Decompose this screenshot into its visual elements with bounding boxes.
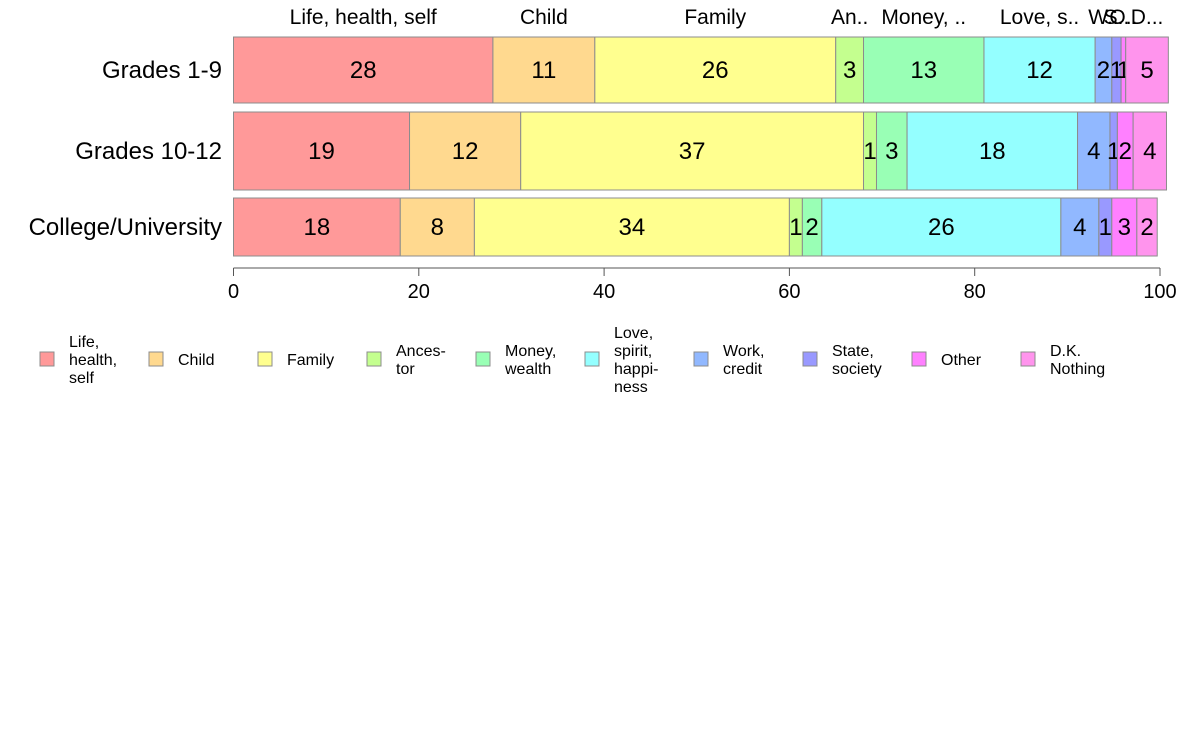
data-label: 26 bbox=[928, 214, 955, 241]
bar-segment bbox=[473, 197, 790, 257]
data-label: 1 bbox=[1110, 57, 1123, 84]
tick-label: 40 bbox=[593, 281, 615, 303]
legend-swatch bbox=[366, 351, 382, 367]
data-label: 12 bbox=[1026, 57, 1053, 84]
bar-segment bbox=[983, 36, 1096, 104]
data-label: 3 bbox=[1118, 214, 1131, 241]
data-label: 37 bbox=[679, 138, 706, 165]
legend-swatch bbox=[802, 351, 818, 367]
bar-segment bbox=[821, 197, 1062, 257]
bar-segment bbox=[492, 36, 596, 104]
top-label: W.. bbox=[1088, 6, 1118, 29]
legend-label: Other bbox=[941, 352, 982, 369]
x-axis: 0 20 40 60 80 100 bbox=[228, 267, 1177, 303]
bar-segment bbox=[1132, 111, 1167, 191]
data-label: 4 bbox=[1143, 138, 1156, 165]
legend-label: Family bbox=[287, 352, 334, 369]
data-label: 13 bbox=[910, 57, 937, 84]
data-label: 3 bbox=[885, 138, 898, 165]
bar-segment bbox=[399, 197, 475, 257]
row-label: Grades 10-12 bbox=[75, 138, 222, 165]
bar-segment bbox=[863, 36, 985, 104]
legend-swatch bbox=[1020, 351, 1036, 367]
legend-label: Ances-tor bbox=[396, 343, 446, 378]
top-label: O.. bbox=[1109, 6, 1137, 29]
bar-segment bbox=[1077, 111, 1111, 191]
row-labels: Grades 1-9 Grades 10-12 College/University bbox=[29, 57, 222, 241]
top-label: Money, .. bbox=[881, 6, 966, 29]
data-label: 2 bbox=[805, 214, 818, 241]
data-label: 2 bbox=[1140, 214, 1153, 241]
legend-swatch bbox=[584, 351, 600, 367]
bar-segment bbox=[1060, 197, 1100, 257]
tick-label: 20 bbox=[408, 281, 430, 303]
legend-label: Money, wealth bbox=[504, 343, 556, 378]
data-label: 19 bbox=[308, 138, 335, 165]
bar-segment bbox=[233, 36, 494, 104]
data-label: 18 bbox=[979, 138, 1006, 165]
legend-label: D.K. Nothing bbox=[1050, 343, 1105, 378]
data-label: 26 bbox=[702, 57, 729, 84]
row-label: Grades 1-9 bbox=[102, 57, 222, 84]
data-label: 3 bbox=[843, 57, 856, 84]
top-category-labels: Life, health, self Child Family An.. Money, … bbox=[290, 6, 1164, 29]
tick-label: 0 bbox=[228, 281, 239, 303]
legend-swatch bbox=[911, 351, 927, 367]
top-label: An.. bbox=[831, 6, 868, 29]
bars: 28 11 26 3 13 12 2 11 519 12 37 1 3 18 4 12 418 8 34 1 2 26 4 1… bbox=[233, 36, 1169, 257]
data-label: 11 bbox=[531, 57, 556, 84]
legend-label: State, society bbox=[832, 343, 882, 378]
legend-swatch bbox=[693, 351, 709, 367]
bar-segment bbox=[1111, 197, 1138, 257]
data-label: 1 bbox=[1099, 214, 1112, 241]
data-label: 2 bbox=[1119, 138, 1132, 165]
top-label: D... bbox=[1131, 6, 1164, 29]
data-label: 4 bbox=[1087, 138, 1100, 165]
data-label: 2 bbox=[1097, 57, 1110, 84]
legend-swatch bbox=[257, 351, 273, 367]
data-label: 1 bbox=[863, 138, 876, 165]
legend-label: Love, spirit, happi-ness bbox=[614, 325, 658, 396]
legend-label: Child bbox=[178, 352, 214, 369]
tick-label: 80 bbox=[964, 281, 986, 303]
legend-swatch bbox=[475, 351, 491, 367]
data-label: 5 bbox=[1140, 57, 1153, 84]
tick-label: 60 bbox=[778, 281, 800, 303]
legend-label: Work, credit bbox=[723, 343, 764, 378]
bar-segment bbox=[520, 111, 865, 191]
bar-segment bbox=[875, 111, 908, 191]
legend-swatch bbox=[148, 351, 164, 367]
data-label: 1 bbox=[789, 214, 802, 241]
top-label: Family bbox=[684, 6, 746, 29]
top-label: Love, s.. bbox=[1000, 6, 1079, 29]
bar-segment bbox=[906, 111, 1079, 191]
data-label: 4 bbox=[1073, 214, 1086, 241]
data-label: 28 bbox=[350, 57, 377, 84]
top-label: S.. bbox=[1104, 6, 1130, 29]
bar-segment bbox=[409, 111, 522, 191]
top-label: Life, health, self bbox=[290, 6, 437, 29]
data-label: 34 bbox=[619, 214, 646, 241]
bar-segment bbox=[233, 111, 411, 191]
bar-segment bbox=[1125, 36, 1169, 104]
row-label: College/University bbox=[29, 214, 222, 241]
legend: Life, health, self Child Family Ances-tor Mone… bbox=[39, 325, 1105, 396]
data-label: 18 bbox=[304, 214, 331, 241]
top-label: Child bbox=[520, 6, 568, 29]
data-label: 12 bbox=[452, 138, 479, 165]
bar-segment bbox=[594, 36, 837, 104]
data-label: 8 bbox=[431, 214, 444, 241]
legend-swatch bbox=[39, 351, 55, 367]
tick-label: 100 bbox=[1143, 281, 1176, 303]
legend-label: Life, health, self bbox=[69, 334, 117, 387]
bar-segment bbox=[233, 197, 401, 257]
bar-segment bbox=[1136, 197, 1158, 257]
